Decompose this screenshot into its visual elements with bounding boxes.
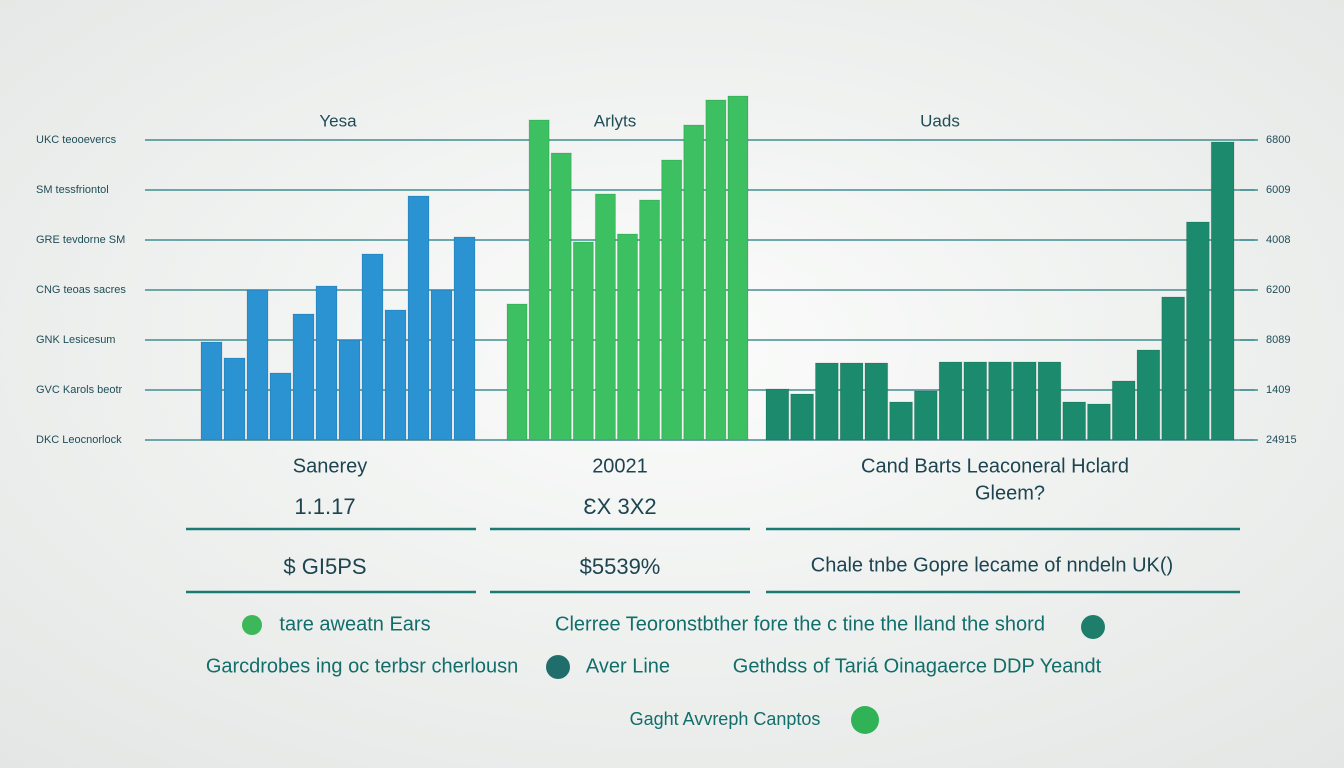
y-tick-label: 1409: [1266, 384, 1290, 396]
bar: [528, 119, 550, 441]
bar: [246, 289, 269, 441]
panel-caption: Gleem?: [975, 482, 1045, 504]
y-tick-label: GNK Lesicesum: [36, 334, 115, 346]
y-tick-label: SM tessfriontol: [36, 184, 109, 196]
bar: [988, 361, 1012, 441]
bar: [1111, 380, 1136, 441]
panel-amount: $ GI5PS: [283, 554, 366, 579]
bar: [269, 372, 292, 441]
bar: [727, 95, 749, 441]
footer-caption: Gaght Avvreph Canptos: [630, 709, 821, 729]
bar: [1012, 361, 1037, 441]
y-tick-label: 6800: [1266, 134, 1290, 146]
panel-caption: Cand Barts Leaconeral Hclard: [861, 455, 1129, 477]
bar: [1210, 141, 1235, 441]
chart-title: Yesa: [319, 111, 357, 130]
y-tick-label: DKC Leocnorlock: [36, 434, 122, 446]
bar: [705, 99, 727, 441]
bar: [223, 357, 246, 441]
bar: [639, 199, 661, 441]
y-tick-label: 6200: [1266, 284, 1290, 296]
bar: [594, 193, 616, 441]
footer-text: Garcdrobes ing oc terbsr cherlousn: [206, 655, 518, 677]
bar: [453, 236, 476, 441]
icon: [546, 655, 570, 679]
panel-caption: 20021: [592, 455, 648, 477]
bar: [315, 285, 338, 441]
chart-title: Arlyts: [594, 111, 637, 130]
panel-value: 1.1.17: [294, 494, 355, 519]
bar: [1087, 403, 1111, 441]
bar: [938, 361, 963, 441]
y-tick-label: UKC teooevercs: [36, 134, 117, 146]
bar: [407, 195, 430, 441]
bar: [200, 341, 223, 441]
chart-title: Uads: [920, 111, 960, 130]
bar: [765, 388, 790, 441]
y-tick-label: GVC Karols beotr: [36, 384, 123, 396]
panel-value: ƐX 3X2: [583, 494, 656, 519]
bar: [963, 361, 988, 441]
bar: [616, 233, 639, 441]
bar: [361, 253, 384, 441]
icon: [1081, 615, 1105, 639]
bar: [661, 159, 683, 441]
bar: [839, 362, 864, 441]
bar: [1136, 349, 1161, 441]
bar: [430, 289, 453, 441]
footer-text: Gethdss of Tariá Oinagaerce DDP Yeandt: [733, 655, 1102, 677]
panel-amount: $5539%: [580, 554, 661, 579]
bar: [506, 303, 528, 441]
bar: [572, 241, 594, 441]
footer-text: tare aweatn Ears: [279, 613, 430, 635]
y-tick-label: 8089: [1266, 334, 1290, 346]
panel-amount: Chale tnbe Gopre lecame of nndeln UK(): [811, 554, 1173, 576]
bar: [384, 309, 407, 441]
y-tick-label: CNG teoas sacres: [36, 284, 126, 296]
bar: [1037, 361, 1062, 441]
icon: [851, 706, 879, 734]
panel-caption: Sanerey: [293, 455, 368, 477]
bar: [550, 152, 572, 441]
bar: [814, 362, 839, 441]
y-tick-label: 24915: [1266, 434, 1297, 446]
bar: [1186, 221, 1210, 441]
footer-text: Clerree Teoronstbther fore the c tine th…: [555, 613, 1045, 635]
icon: [242, 615, 262, 635]
footer-text: Aver Line: [586, 655, 670, 677]
bar: [292, 313, 315, 441]
y-tick-label: GRE tevdorne SM: [36, 234, 125, 246]
bar: [864, 362, 889, 441]
bar: [913, 390, 938, 441]
bar: [683, 124, 705, 441]
y-tick-label: 6009: [1266, 184, 1290, 196]
bar: [1062, 401, 1087, 441]
bar: [790, 393, 814, 441]
bar: [889, 401, 913, 441]
bar: [338, 339, 361, 441]
y-tick-label: 4008: [1266, 234, 1290, 246]
bar: [1161, 296, 1186, 441]
